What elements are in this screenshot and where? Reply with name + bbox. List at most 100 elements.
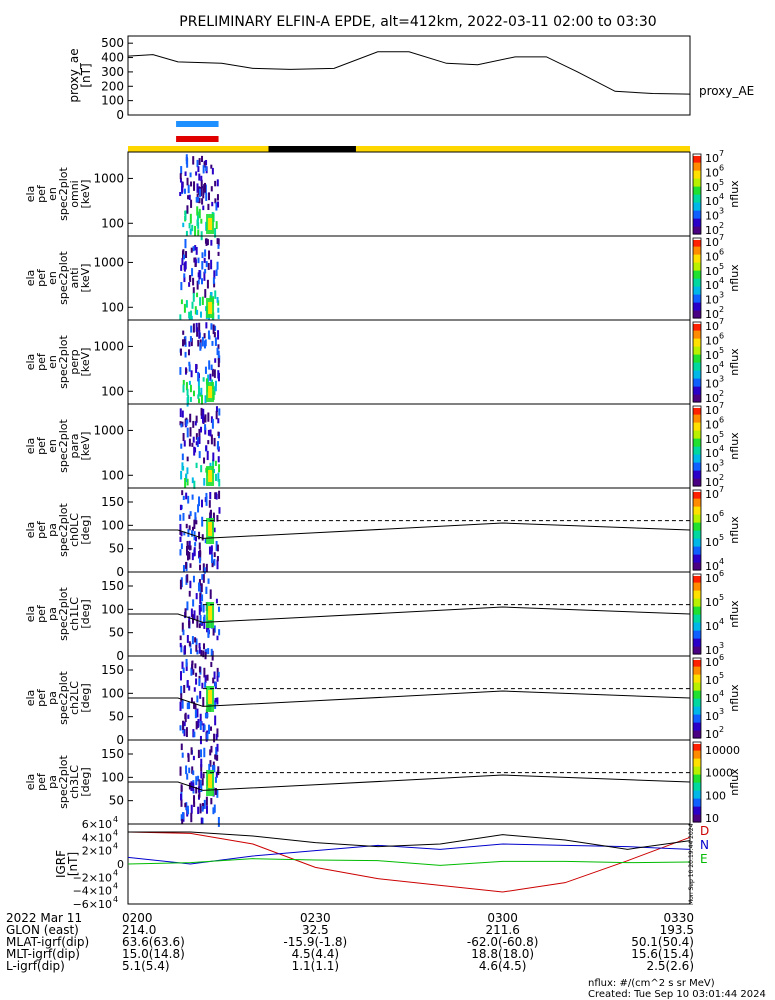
- panel-perp-pixel: [210, 364, 213, 371]
- panel-perp-pixel: [204, 339, 207, 347]
- panel-ch3LC-pixel: [198, 779, 201, 788]
- panel-ch1LC-colorbar-cell: [693, 604, 701, 607]
- panel-para-pixel: [195, 441, 198, 446]
- panel-ch1LC-loss-cone-line: [128, 606, 691, 623]
- panel-ch0LC-loss-cone-line: [128, 522, 691, 539]
- panel-anti-colorbar-tick: 10: [705, 294, 719, 307]
- panel-para-pixel: [212, 452, 215, 462]
- panel-ch3LC-ylabel: ela: [24, 774, 37, 791]
- panel-ch0LC-colorbar-cell: [693, 556, 701, 559]
- panel-ch3LC-pixel: [198, 790, 201, 798]
- panel-ch2LC-colorbar-tick: 10: [705, 728, 719, 741]
- panel-omni-pixel: [196, 211, 199, 222]
- panel-omni-pixel: [179, 178, 182, 183]
- panel-omni-colorbar-cell: [693, 182, 701, 184]
- panel-para-pixel: [179, 408, 182, 418]
- panel-IGRF-y-tick-exp: 4: [113, 868, 118, 877]
- panel-anti-pixel: [196, 292, 199, 298]
- panel-ch1LC-pixel: [212, 628, 215, 636]
- panel-ch1LC-colorbar-cell: [693, 631, 701, 634]
- panel-ch1LC-colorbar-cell: [693, 587, 701, 590]
- panel-ch0LC-pixel: [200, 499, 203, 508]
- panel-omni-colorbar-cell: [693, 191, 701, 194]
- panel-perp-pixel: [195, 322, 198, 332]
- panel-ch1LC-colorbar-cell: [693, 636, 701, 639]
- panel-ch3LC-pixel: [180, 814, 183, 821]
- panel-anti-colorbar-exp: 7: [719, 233, 724, 242]
- panel-omni-pixel: [202, 205, 205, 211]
- panel-ch2LC-colorbar-cell: [693, 706, 701, 708]
- panel-ch3LC-colorbar-cell: [693, 780, 701, 783]
- panel-ch0LC-pixel: [185, 561, 188, 569]
- panel-para-pixel: [211, 418, 214, 429]
- panel-ch1LC-pixel: [189, 580, 192, 589]
- panel-anti-pixel: [180, 299, 183, 305]
- panel-ch2LC-pixel: [195, 721, 198, 730]
- panel-ch2LC-pixel: [203, 724, 206, 731]
- panel-ch3LC-pixel: [205, 796, 208, 806]
- proxy-ae-y-tick: 100: [101, 94, 124, 108]
- panel-ch3LC-colorbar-cell: [693, 758, 701, 760]
- panel-ch1LC-colorbar-cell: [693, 575, 701, 578]
- panel-ch0LC-pixel: [189, 545, 192, 551]
- panel-perp-pixel: [189, 384, 192, 393]
- panel-ch0LC-pixel: [179, 514, 182, 521]
- panel-ch1LC-ylabel: ela: [24, 606, 37, 623]
- x-axis-tick-value: -62.0(-60.8): [467, 935, 538, 949]
- x-axis-row-label: GLON (east): [6, 923, 79, 937]
- panel-ch0LC-ylabel: ch0LC: [68, 513, 81, 547]
- panel-ch1LC-colorbar-cell: [693, 579, 701, 582]
- panel-ch0LC-pixel: [189, 511, 192, 517]
- panel-omni-pixel: [198, 173, 201, 181]
- panel-ch2LC-colorbar-cell: [693, 728, 701, 731]
- panel-ch0LC-pixel: [215, 540, 218, 551]
- panel-omni-colorbar-exp: 3: [719, 207, 724, 216]
- panel-ch2LC-pixel: [201, 682, 204, 689]
- x-axis-tick-value: 193.5: [660, 923, 694, 937]
- panel-para-colorbar-cell: [693, 414, 701, 416]
- panel-omni-pixel: [198, 197, 201, 204]
- panel-ch1LC-pixel: [198, 579, 201, 586]
- panel-perp-colorbar-cell: [693, 323, 701, 326]
- panel-anti-colorbar-cell: [693, 274, 701, 276]
- panel-perp-pixel: [182, 384, 185, 393]
- panel-anti-pixel: [217, 238, 220, 247]
- panel-para-pixel: [209, 429, 212, 437]
- panel-ch0LC-colorbar-cell: [693, 495, 701, 498]
- panel-para-pixel: [184, 477, 187, 488]
- panel-ch2LC-pixel: [194, 663, 197, 669]
- panel-para-colorbar-cell: [693, 422, 701, 424]
- panel-ch1LC-colorbar-cell: [693, 635, 701, 638]
- panel-omni-pixel: [189, 213, 192, 224]
- panel-ch1LC-colorbar-cell: [693, 644, 701, 647]
- panel-ch0LC-pixel: [198, 496, 201, 507]
- panel-ch1LC-ylabel: pef: [35, 604, 48, 623]
- panel-ch3LC-colorbar-cell: [693, 800, 701, 803]
- panel-ch0LC-pixel: [205, 492, 208, 500]
- panel-perp-colorbar-cell: [693, 375, 701, 378]
- panel-ch3LC-pixel: [200, 749, 203, 758]
- panel-ch1LC-colorbar-cell: [693, 643, 701, 646]
- panel-ch3LC-colorbar-cell: [693, 812, 701, 815]
- panel-ch0LC-colorbar-cell: [693, 511, 701, 514]
- panel-perp-pixel: [214, 325, 217, 331]
- panel-anti-pixel: [181, 250, 184, 259]
- panel-ch3LC-pixel: [192, 770, 195, 776]
- panel-omni-ylabel: ela: [24, 186, 37, 203]
- panel-ch0LC-pixel: [216, 515, 219, 522]
- x-axis-tick-value: 15.6(15.4): [631, 947, 694, 961]
- panel-ch1LC-colorbar-tick: 10: [705, 596, 719, 609]
- panel-anti-colorbar-label: nflux: [728, 264, 741, 292]
- panel-ch3LC-pixel: [214, 787, 217, 795]
- panel-anti-pixel: [215, 269, 218, 277]
- panel-anti-colorbar-cell: [693, 282, 701, 284]
- panel-IGRF-side-text: Mon Sep 10 20:19:44 2024: [688, 823, 695, 905]
- panel-anti-pixel: [217, 244, 220, 249]
- panel-omni-colorbar-cell: [693, 223, 701, 226]
- panel-para-colorbar-tick: 10: [705, 462, 719, 475]
- panel-omni-colorbar-cell: [693, 166, 701, 168]
- panel-ch1LC-colorbar-exp: 3: [719, 641, 724, 650]
- panel-ch3LC-colorbar-cell: [693, 776, 701, 779]
- panel-ch0LC-colorbar-cell: [693, 523, 701, 526]
- panel-ch1LC-ylabel: [deg]: [79, 599, 92, 628]
